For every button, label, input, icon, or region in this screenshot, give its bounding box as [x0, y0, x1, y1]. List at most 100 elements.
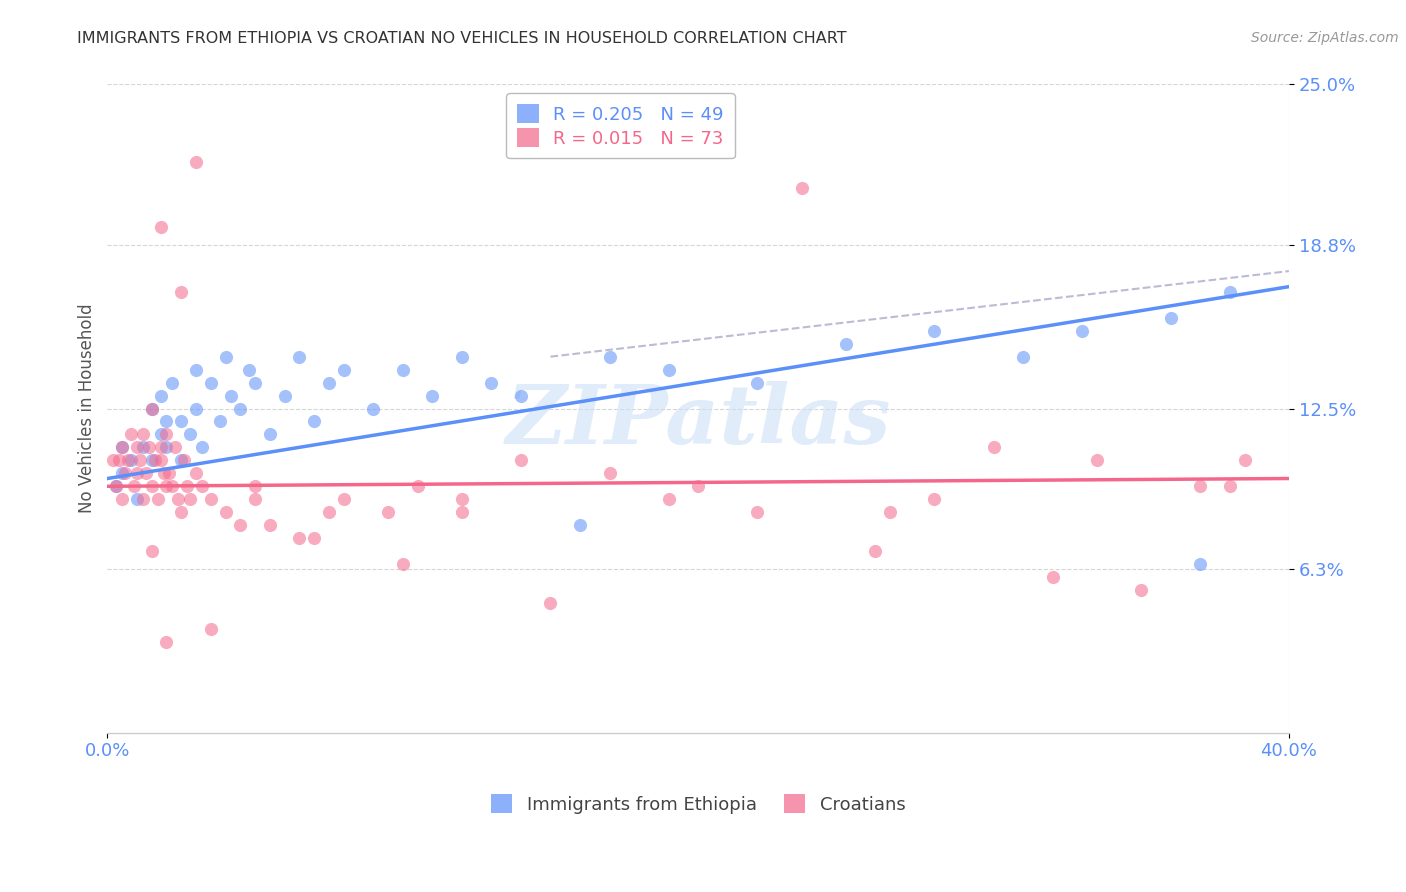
Point — [332, 362, 354, 376]
Point — [149, 453, 172, 467]
Point — [377, 505, 399, 519]
Point — [125, 492, 148, 507]
Point — [302, 531, 325, 545]
Point — [103, 453, 125, 467]
Point — [141, 544, 163, 558]
Point — [747, 505, 769, 519]
Point — [318, 376, 340, 390]
Point — [569, 518, 592, 533]
Point — [450, 505, 472, 519]
Point — [155, 479, 177, 493]
Point — [184, 155, 207, 169]
Point — [599, 350, 621, 364]
Point — [155, 427, 177, 442]
Point — [176, 479, 198, 493]
Point — [125, 467, 148, 481]
Point — [318, 505, 340, 519]
Point — [149, 441, 172, 455]
Point — [1085, 453, 1108, 467]
Point — [111, 492, 134, 507]
Point — [879, 505, 901, 519]
Point — [108, 453, 131, 467]
Point — [149, 427, 172, 442]
Point — [155, 415, 177, 429]
Point — [155, 635, 177, 649]
Point — [1042, 570, 1064, 584]
Y-axis label: No Vehicles in Household: No Vehicles in Household — [79, 303, 96, 513]
Point — [229, 401, 252, 416]
Point — [450, 492, 472, 507]
Point — [120, 427, 142, 442]
Point — [1219, 479, 1241, 493]
Point — [1012, 350, 1035, 364]
Point — [128, 453, 150, 467]
Point — [191, 441, 214, 455]
Point — [132, 441, 155, 455]
Point — [243, 492, 266, 507]
Point — [111, 467, 134, 481]
Point — [1130, 582, 1153, 597]
Point — [243, 479, 266, 493]
Point — [184, 362, 207, 376]
Point — [162, 376, 184, 390]
Point — [184, 467, 207, 481]
Point — [747, 376, 769, 390]
Point — [688, 479, 710, 493]
Point — [238, 362, 260, 376]
Point — [983, 441, 1005, 455]
Point — [149, 388, 172, 402]
Point — [165, 441, 187, 455]
Point — [167, 492, 190, 507]
Point — [221, 388, 243, 402]
Point — [132, 427, 155, 442]
Point — [1219, 285, 1241, 299]
Point — [125, 441, 148, 455]
Point — [1189, 557, 1212, 571]
Point — [1233, 453, 1256, 467]
Point — [406, 479, 429, 493]
Point — [259, 518, 281, 533]
Point — [243, 376, 266, 390]
Point — [114, 467, 136, 481]
Point — [509, 453, 531, 467]
Point — [141, 401, 163, 416]
Point — [229, 518, 252, 533]
Point — [162, 479, 184, 493]
Point — [138, 441, 160, 455]
Point — [155, 441, 177, 455]
Point — [173, 453, 195, 467]
Point — [790, 181, 813, 195]
Point — [208, 415, 231, 429]
Point — [149, 220, 172, 235]
Point — [135, 467, 157, 481]
Point — [332, 492, 354, 507]
Point — [420, 388, 443, 402]
Point — [273, 388, 295, 402]
Point — [141, 453, 163, 467]
Point — [146, 492, 169, 507]
Point — [111, 441, 134, 455]
Point — [122, 479, 145, 493]
Point — [157, 467, 180, 481]
Point — [117, 453, 139, 467]
Legend: Immigrants from Ethiopia, Croatians: Immigrants from Ethiopia, Croatians — [484, 787, 912, 821]
Point — [170, 285, 193, 299]
Point — [835, 336, 858, 351]
Point — [184, 401, 207, 416]
Point — [450, 350, 472, 364]
Point — [924, 324, 946, 338]
Point — [143, 453, 166, 467]
Point — [170, 453, 193, 467]
Point — [302, 415, 325, 429]
Point — [288, 350, 311, 364]
Point — [179, 427, 201, 442]
Point — [1071, 324, 1094, 338]
Point — [1160, 310, 1182, 325]
Point — [538, 596, 561, 610]
Point — [214, 505, 236, 519]
Point — [200, 492, 222, 507]
Point — [105, 479, 128, 493]
Point — [599, 467, 621, 481]
Point — [120, 453, 142, 467]
Point — [200, 622, 222, 636]
